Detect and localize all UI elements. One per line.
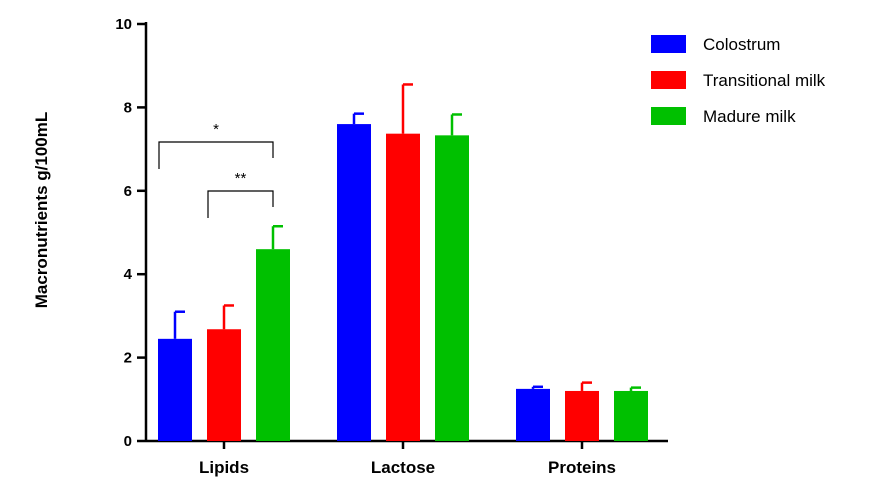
bars [158, 124, 648, 442]
bar [207, 329, 241, 441]
bar [565, 390, 599, 441]
legend-swatch [651, 35, 686, 53]
y-tick-label: 8 [124, 99, 132, 116]
bar [614, 390, 648, 441]
y-axis-label: Macronutrients g/100mL [32, 112, 51, 309]
legend: Colostrum Transitional milk Madure milk [651, 35, 826, 126]
x-tick-label: Proteins [548, 458, 616, 477]
bar [516, 388, 550, 441]
legend-entry: Colostrum [703, 35, 780, 54]
y-tick-label: 10 [115, 16, 132, 33]
bar [337, 124, 371, 441]
x-tick-label: Lactose [371, 458, 435, 477]
x-tick-label: Lipids [199, 458, 249, 477]
bar [435, 135, 469, 442]
bar [256, 249, 290, 441]
bar [386, 133, 420, 441]
significance-label: * [213, 121, 219, 138]
y-tick-label: 6 [124, 183, 132, 200]
y-tick-label: 0 [124, 433, 132, 450]
significance-bracket [207, 190, 274, 218]
significance-label: ** [235, 170, 247, 187]
legend-entry: Madure milk [703, 107, 796, 126]
error-bars [173, 83, 641, 391]
legend-swatch [651, 71, 686, 89]
legend-swatch [651, 107, 686, 125]
legend-entry: Transitional milk [703, 71, 826, 90]
bar [158, 338, 192, 441]
significance-brackets: *** [158, 121, 274, 218]
y-tick-label: 4 [124, 266, 133, 283]
significance-bracket [158, 141, 274, 169]
y-tick-label: 2 [124, 350, 132, 367]
axis-labels: Macronutrients g/100mL [32, 112, 51, 309]
